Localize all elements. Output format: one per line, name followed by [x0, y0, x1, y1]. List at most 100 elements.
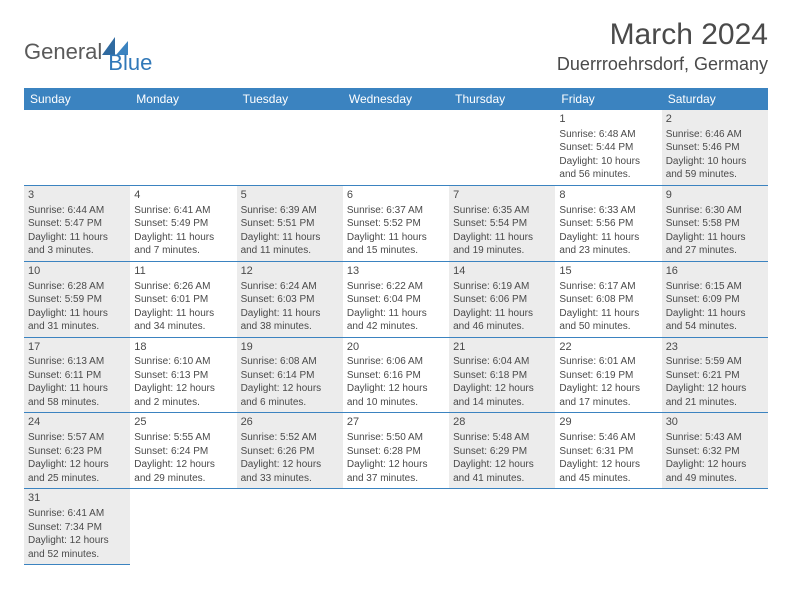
- sunset-text: Sunset: 5:56 PM: [559, 217, 657, 231]
- calendar-cell: 4Sunrise: 6:41 AMSunset: 5:49 PMDaylight…: [130, 185, 236, 261]
- calendar-cell: 18Sunrise: 6:10 AMSunset: 6:13 PMDayligh…: [130, 337, 236, 413]
- sunset-text: Sunset: 6:09 PM: [666, 293, 764, 307]
- sunrise-text: Sunrise: 6:17 AM: [559, 280, 657, 294]
- day-number: 2: [666, 112, 764, 127]
- sunrise-text: Sunrise: 6:01 AM: [559, 355, 657, 369]
- day-header: Sunday: [24, 88, 130, 110]
- sunset-text: Sunset: 6:28 PM: [347, 445, 445, 459]
- calendar-cell: 14Sunrise: 6:19 AMSunset: 6:06 PMDayligh…: [449, 261, 555, 337]
- calendar-cell: 25Sunrise: 5:55 AMSunset: 6:24 PMDayligh…: [130, 413, 236, 489]
- calendar-cell: 15Sunrise: 6:17 AMSunset: 6:08 PMDayligh…: [555, 261, 661, 337]
- daylight-text: Daylight: 12 hours and 2 minutes.: [134, 382, 232, 409]
- calendar-cell: 23Sunrise: 5:59 AMSunset: 6:21 PMDayligh…: [662, 337, 768, 413]
- sunrise-text: Sunrise: 6:28 AM: [28, 280, 126, 294]
- sunset-text: Sunset: 6:04 PM: [347, 293, 445, 307]
- sunrise-text: Sunrise: 6:35 AM: [453, 204, 551, 218]
- sunrise-text: Sunrise: 6:46 AM: [666, 128, 764, 142]
- sunset-text: Sunset: 6:14 PM: [241, 369, 339, 383]
- sunset-text: Sunset: 5:58 PM: [666, 217, 764, 231]
- sunset-text: Sunset: 6:08 PM: [559, 293, 657, 307]
- sunset-text: Sunset: 7:34 PM: [28, 521, 126, 535]
- sunset-text: Sunset: 5:52 PM: [347, 217, 445, 231]
- calendar-cell: 17Sunrise: 6:13 AMSunset: 6:11 PMDayligh…: [24, 337, 130, 413]
- daylight-text: Daylight: 11 hours and 46 minutes.: [453, 307, 551, 334]
- day-number: 27: [347, 415, 445, 430]
- daylight-text: Daylight: 12 hours and 29 minutes.: [134, 458, 232, 485]
- daylight-text: Daylight: 11 hours and 3 minutes.: [28, 231, 126, 258]
- day-number: 14: [453, 264, 551, 279]
- day-number: 17: [28, 340, 126, 355]
- sunrise-text: Sunrise: 6:39 AM: [241, 204, 339, 218]
- calendar-cell: [343, 489, 449, 565]
- sunrise-text: Sunrise: 6:44 AM: [28, 204, 126, 218]
- calendar-cell: 8Sunrise: 6:33 AMSunset: 5:56 PMDaylight…: [555, 185, 661, 261]
- title-block: March 2024 Duerrroehrsdorf, Germany: [557, 18, 768, 75]
- day-number: 6: [347, 188, 445, 203]
- daylight-text: Daylight: 12 hours and 45 minutes.: [559, 458, 657, 485]
- daylight-text: Daylight: 11 hours and 11 minutes.: [241, 231, 339, 258]
- sunset-text: Sunset: 6:19 PM: [559, 369, 657, 383]
- daylight-text: Daylight: 11 hours and 54 minutes.: [666, 307, 764, 334]
- day-number: 18: [134, 340, 232, 355]
- day-number: 16: [666, 264, 764, 279]
- daylight-text: Daylight: 11 hours and 19 minutes.: [453, 231, 551, 258]
- calendar-cell: [449, 489, 555, 565]
- calendar-cell: 5Sunrise: 6:39 AMSunset: 5:51 PMDaylight…: [237, 185, 343, 261]
- calendar-cell: 24Sunrise: 5:57 AMSunset: 6:23 PMDayligh…: [24, 413, 130, 489]
- sunset-text: Sunset: 6:29 PM: [453, 445, 551, 459]
- day-number: 30: [666, 415, 764, 430]
- sunset-text: Sunset: 6:26 PM: [241, 445, 339, 459]
- calendar-week: 17Sunrise: 6:13 AMSunset: 6:11 PMDayligh…: [24, 337, 768, 413]
- sunset-text: Sunset: 5:47 PM: [28, 217, 126, 231]
- sunset-text: Sunset: 6:23 PM: [28, 445, 126, 459]
- daylight-text: Daylight: 11 hours and 31 minutes.: [28, 307, 126, 334]
- day-header: Monday: [130, 88, 236, 110]
- sunset-text: Sunset: 6:01 PM: [134, 293, 232, 307]
- calendar-cell: 12Sunrise: 6:24 AMSunset: 6:03 PMDayligh…: [237, 261, 343, 337]
- calendar-cell: [237, 110, 343, 185]
- sunrise-text: Sunrise: 6:30 AM: [666, 204, 764, 218]
- daylight-text: Daylight: 12 hours and 52 minutes.: [28, 534, 126, 561]
- daylight-text: Daylight: 12 hours and 10 minutes.: [347, 382, 445, 409]
- daylight-text: Daylight: 12 hours and 49 minutes.: [666, 458, 764, 485]
- calendar-cell: 30Sunrise: 5:43 AMSunset: 6:32 PMDayligh…: [662, 413, 768, 489]
- daylight-text: Daylight: 11 hours and 50 minutes.: [559, 307, 657, 334]
- day-header-row: SundayMondayTuesdayWednesdayThursdayFrid…: [24, 88, 768, 110]
- daylight-text: Daylight: 12 hours and 21 minutes.: [666, 382, 764, 409]
- calendar-week: 3Sunrise: 6:44 AMSunset: 5:47 PMDaylight…: [24, 185, 768, 261]
- sunrise-text: Sunrise: 5:57 AM: [28, 431, 126, 445]
- calendar-week: 10Sunrise: 6:28 AMSunset: 5:59 PMDayligh…: [24, 261, 768, 337]
- calendar-table: SundayMondayTuesdayWednesdayThursdayFrid…: [24, 88, 768, 565]
- calendar-week: 31Sunrise: 6:41 AMSunset: 7:34 PMDayligh…: [24, 489, 768, 565]
- daylight-text: Daylight: 12 hours and 14 minutes.: [453, 382, 551, 409]
- sunrise-text: Sunrise: 6:41 AM: [28, 507, 126, 521]
- calendar-cell: [237, 489, 343, 565]
- day-number: 12: [241, 264, 339, 279]
- sunrise-text: Sunrise: 6:10 AM: [134, 355, 232, 369]
- calendar-cell: 13Sunrise: 6:22 AMSunset: 6:04 PMDayligh…: [343, 261, 449, 337]
- daylight-text: Daylight: 12 hours and 17 minutes.: [559, 382, 657, 409]
- calendar-cell: 19Sunrise: 6:08 AMSunset: 6:14 PMDayligh…: [237, 337, 343, 413]
- daylight-text: Daylight: 11 hours and 34 minutes.: [134, 307, 232, 334]
- sunset-text: Sunset: 6:16 PM: [347, 369, 445, 383]
- daylight-text: Daylight: 11 hours and 27 minutes.: [666, 231, 764, 258]
- header: General Blue March 2024 Duerrroehrsdorf,…: [0, 0, 792, 84]
- calendar-week: 24Sunrise: 5:57 AMSunset: 6:23 PMDayligh…: [24, 413, 768, 489]
- day-number: 23: [666, 340, 764, 355]
- sunset-text: Sunset: 5:44 PM: [559, 141, 657, 155]
- day-number: 3: [28, 188, 126, 203]
- calendar-cell: [130, 489, 236, 565]
- daylight-text: Daylight: 11 hours and 7 minutes.: [134, 231, 232, 258]
- sunrise-text: Sunrise: 6:41 AM: [134, 204, 232, 218]
- sunset-text: Sunset: 6:21 PM: [666, 369, 764, 383]
- daylight-text: Daylight: 10 hours and 59 minutes.: [666, 155, 764, 182]
- day-number: 1: [559, 112, 657, 127]
- sunrise-text: Sunrise: 6:04 AM: [453, 355, 551, 369]
- day-number: 8: [559, 188, 657, 203]
- day-number: 31: [28, 491, 126, 506]
- sunrise-text: Sunrise: 6:06 AM: [347, 355, 445, 369]
- day-number: 21: [453, 340, 551, 355]
- sunrise-text: Sunrise: 6:19 AM: [453, 280, 551, 294]
- day-number: 25: [134, 415, 232, 430]
- sunrise-text: Sunrise: 6:37 AM: [347, 204, 445, 218]
